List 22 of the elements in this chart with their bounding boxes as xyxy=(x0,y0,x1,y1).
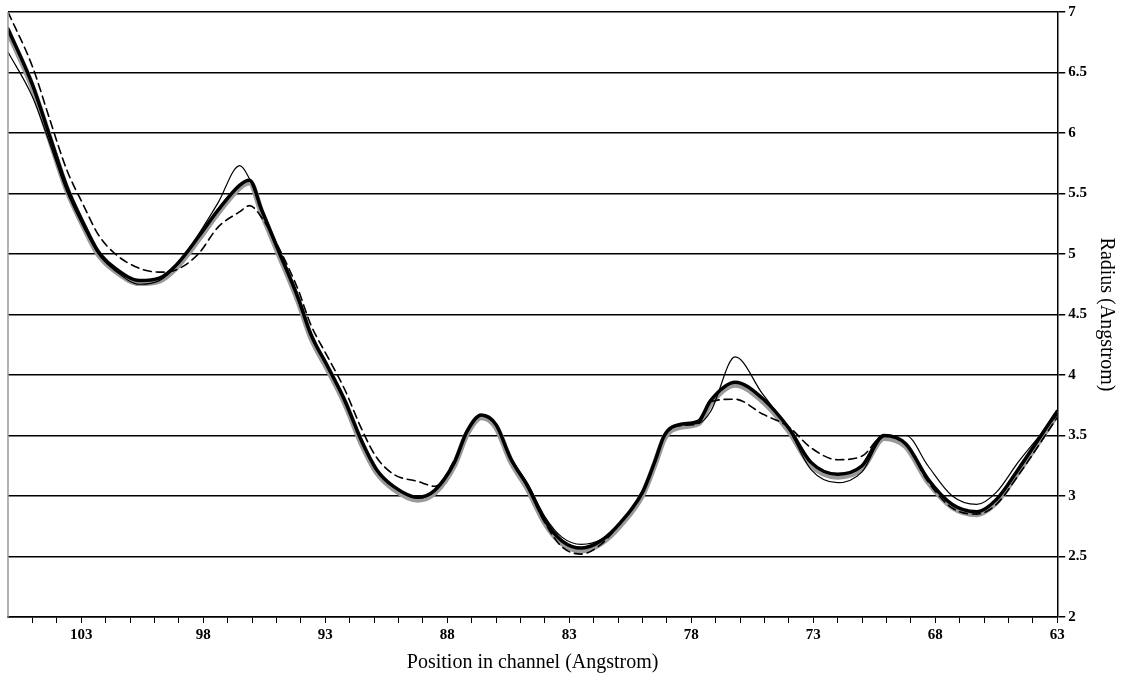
x-tick-label: 73 xyxy=(805,625,821,642)
x-tick-label: 78 xyxy=(683,625,699,642)
y-axis-title: Radius (Angstrom) xyxy=(1095,237,1119,392)
y-tick-label: 6.5 xyxy=(1068,63,1087,80)
x-tick-label: 103 xyxy=(69,625,93,642)
x-tick-label: 83 xyxy=(561,625,577,642)
y-tick-label: 5.5 xyxy=(1068,184,1087,201)
y-tick-label: 5 xyxy=(1068,244,1076,261)
y-tick-label: 3 xyxy=(1068,486,1076,503)
x-tick-label: 88 xyxy=(439,625,455,642)
y-tick-label: 2.5 xyxy=(1068,547,1087,564)
x-axis-title: Position in channel (Angstrom) xyxy=(406,650,659,674)
y-tick-label: 7 xyxy=(1068,2,1077,19)
y-tick-label: 3.5 xyxy=(1068,426,1087,443)
y-tick-label: 6 xyxy=(1068,123,1077,140)
x-tick-label: 68 xyxy=(927,625,943,642)
y-tick-label: 4 xyxy=(1068,365,1077,382)
y-tick-label: 4.5 xyxy=(1068,305,1087,322)
x-tick-label: 93 xyxy=(317,625,333,642)
x-tick-label: 98 xyxy=(195,625,211,642)
x-tick-label: 63 xyxy=(1049,625,1065,642)
y-tick-label: 2 xyxy=(1068,607,1076,624)
